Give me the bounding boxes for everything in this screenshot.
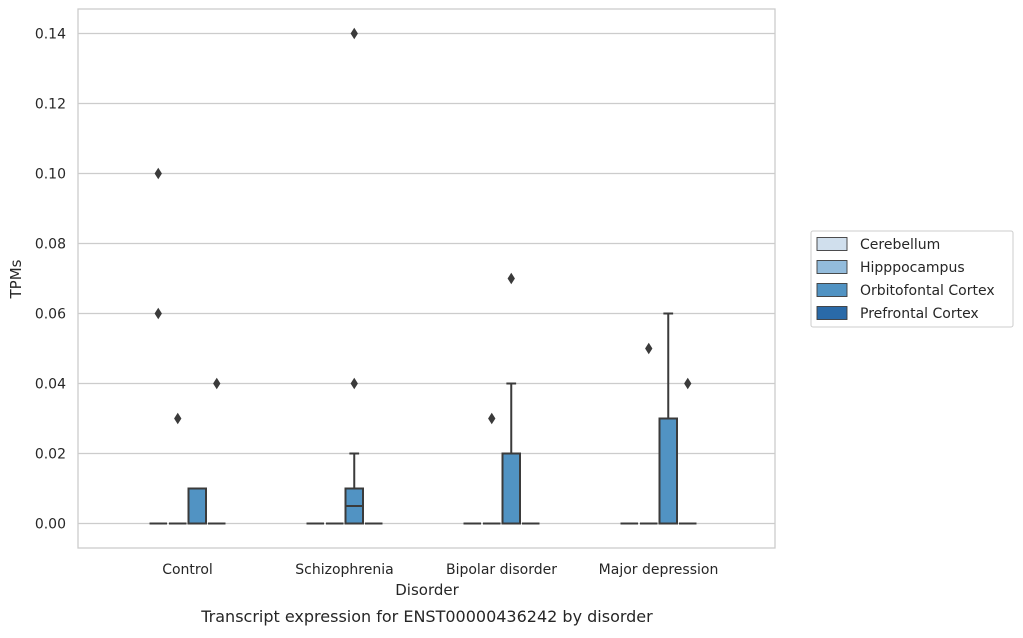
x-tick-label: Bipolar disorder bbox=[446, 562, 557, 578]
legend-item: Hipppocampus bbox=[816, 260, 965, 276]
legend-item: Prefrontal Cortex bbox=[816, 306, 979, 322]
legend-items: Cerebellum Hipppocampus Orbitofontal Corte… bbox=[816, 237, 995, 322]
y-tick-label: 0.14 bbox=[35, 27, 66, 43]
y-axis-ticks: 0.00 0.02 0.04 0.06 0.08 0.10 0.12 0.14 bbox=[35, 27, 66, 533]
x-tick-label: Schizophrenia bbox=[295, 562, 393, 578]
box-3-2 bbox=[658, 312, 678, 525]
grid-lines bbox=[78, 32, 775, 525]
chart-caption: Transcript expression for ENST0000043624… bbox=[200, 607, 653, 626]
legend-label: Cerebellum bbox=[860, 237, 940, 253]
box-0-2 bbox=[187, 487, 207, 525]
outlier-point bbox=[154, 167, 162, 180]
box-plot-marks bbox=[149, 27, 697, 525]
legend-label: Orbitofontal Cortex bbox=[860, 283, 995, 299]
box-body bbox=[658, 417, 678, 525]
x-axis-ticks: Control Schizophrenia Bipolar disorder Majo… bbox=[162, 562, 718, 578]
box-body bbox=[187, 487, 207, 525]
y-tick-label: 0.04 bbox=[35, 377, 66, 393]
y-tick-label: 0.08 bbox=[35, 237, 66, 253]
plot-area-frame bbox=[77, 8, 776, 549]
outlier-point bbox=[507, 272, 515, 285]
y-axis-title: TPMs bbox=[7, 259, 25, 299]
legend-swatch bbox=[816, 283, 848, 297]
y-tick-label: 0.02 bbox=[35, 447, 66, 463]
outlier-point bbox=[350, 27, 358, 40]
outlier-point bbox=[174, 412, 182, 425]
legend-frame bbox=[810, 230, 1014, 328]
legend-label: Prefrontal Cortex bbox=[860, 306, 979, 322]
legend: Cerebellum Hipppocampus Orbitofontal Corte… bbox=[810, 230, 1014, 328]
box-1-2 bbox=[344, 27, 364, 525]
legend-swatch bbox=[816, 237, 848, 251]
outlier-point bbox=[213, 377, 221, 390]
legend-swatch bbox=[816, 306, 848, 320]
box-3-3 bbox=[679, 377, 697, 525]
x-tick-label: Major depression bbox=[599, 562, 719, 578]
box-2-2 bbox=[501, 272, 521, 525]
box-0-3 bbox=[208, 377, 226, 525]
outlier-point bbox=[350, 377, 358, 390]
box-0-0 bbox=[149, 167, 167, 525]
y-tick-label: 0.06 bbox=[35, 307, 66, 323]
x-axis-title: Disorder bbox=[395, 581, 459, 599]
outlier-point bbox=[684, 377, 692, 390]
y-tick-label: 0.12 bbox=[35, 97, 66, 113]
box-2-1 bbox=[483, 412, 501, 525]
legend-item: Orbitofontal Cortex bbox=[816, 283, 995, 299]
box-body bbox=[501, 452, 521, 525]
outlier-point bbox=[488, 412, 496, 425]
outlier-point bbox=[645, 342, 653, 355]
box-3-1 bbox=[640, 342, 658, 525]
legend-label: Hipppocampus bbox=[860, 260, 965, 276]
x-tick-label: Control bbox=[162, 562, 213, 578]
y-tick-label: 0.10 bbox=[35, 167, 66, 183]
legend-item: Cerebellum bbox=[816, 237, 940, 253]
y-tick-label: 0.00 bbox=[35, 517, 66, 533]
outlier-point bbox=[154, 307, 162, 320]
legend-swatch bbox=[816, 260, 848, 274]
box-0-1 bbox=[169, 412, 187, 525]
